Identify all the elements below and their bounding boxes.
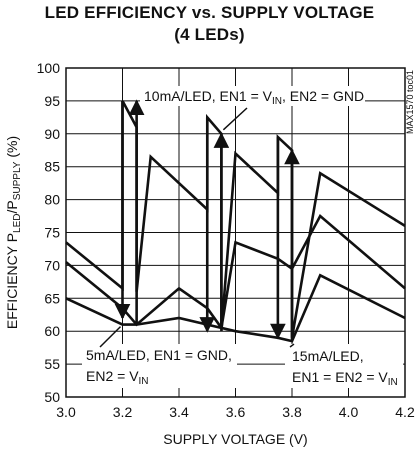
x-tick-label: 3.2 [113, 404, 133, 420]
x-axis-label: SUPPLY VOLTAGE (V) [163, 431, 307, 447]
text-run: (%) [4, 136, 20, 162]
part-number-label: MAX1570 toc01 [405, 70, 415, 134]
text-run: 5mA/LED, EN1 = GND, [86, 347, 232, 363]
plot-frame [65, 67, 406, 398]
x-tick-label: 3.8 [282, 404, 302, 420]
y-tick-label: 55 [44, 356, 60, 372]
y-tick-label: 95 [44, 93, 60, 109]
chart-title-line2: (4 LEDs) [174, 25, 245, 44]
annotation-box-10ma [140, 86, 365, 106]
text-run: 15mA/LED, [292, 348, 364, 364]
annotation-10ma: 10mA/LED, EN1 = VIN, EN2 = GND [144, 88, 364, 107]
text-run: EN2 = V [86, 368, 139, 384]
annotation-box-15ma [285, 344, 403, 388]
leader-line-15ma [289, 343, 295, 348]
chart-title-line1: LED EFFICIENCY vs. SUPPLY VOLTAGE [44, 3, 375, 22]
y-tick-label: 70 [44, 257, 60, 273]
subscript: IN [139, 376, 149, 387]
leader-line-5ma [99, 326, 122, 348]
y-tick-label: 75 [44, 225, 60, 241]
text-run: /P [4, 200, 20, 213]
annotation-5ma-line1: 5mA/LED, EN1 = GND, [86, 347, 232, 363]
y-tick-label: 85 [44, 159, 60, 175]
y-tick-label: 50 [44, 389, 60, 405]
x-tick-label: 4.2 [395, 404, 415, 420]
subscript: LED [12, 213, 23, 232]
text-run: 10mA/LED, EN1 = V [144, 88, 273, 104]
annotation-15ma-line1: 15mA/LED, [292, 348, 364, 364]
leader-line-10ma [222, 107, 248, 131]
x-tick-label: 3.0 [56, 404, 76, 420]
y-tick-label: 100 [37, 60, 61, 76]
axis-ticks: 3.0 3.2 3.4 3.6 3.8 4.0 4.2 50 55 60 65 70 75 80 85 90 9… [37, 60, 415, 420]
annotation-15ma-line2: EN1 = EN2 = VIN [292, 369, 398, 388]
text-run: EN1 = EN2 = V [292, 369, 388, 385]
text-run: EFFICIENCY P [4, 233, 20, 329]
annotation-box-5ma [82, 344, 237, 388]
y-tick-label: 80 [44, 192, 60, 208]
x-tick-label: 4.0 [339, 404, 359, 420]
subscript: IN [272, 96, 282, 107]
subscript: SUPPLY [12, 161, 23, 200]
x-tick-label: 3.4 [169, 404, 189, 420]
arrow-group [114, 99, 300, 342]
subscript: IN [388, 377, 398, 388]
text-run: , EN2 = GND [282, 88, 364, 104]
y-tick-label: 65 [44, 290, 60, 306]
y-tick-label: 90 [44, 126, 60, 142]
annotation-5ma-line2: EN2 = VIN [86, 368, 149, 387]
y-axis-label: EFFICIENCY PLED/PSUPPLY (%) [4, 136, 23, 329]
y-tick-label: 60 [44, 323, 60, 339]
x-tick-label: 3.6 [226, 404, 246, 420]
